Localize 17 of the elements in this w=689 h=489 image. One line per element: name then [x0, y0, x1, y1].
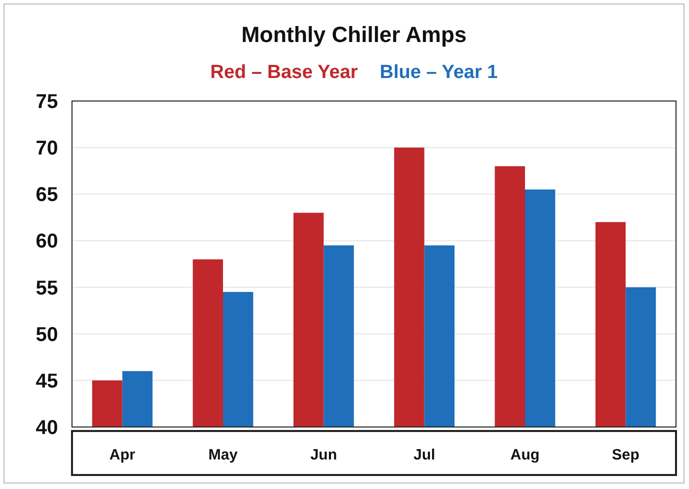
x-tick-label: May	[208, 446, 238, 464]
chart-title: Monthly Chiller Amps	[241, 22, 467, 47]
y-tick-label: 50	[36, 324, 58, 346]
text: Red – Base Year	[210, 62, 358, 83]
y-tick-label: 40	[36, 417, 58, 439]
y-tick-label: 60	[36, 230, 58, 253]
y-tick-label: 45	[36, 370, 58, 392]
x-tick-label: Apr	[109, 446, 136, 464]
y-tick-label: 70	[36, 138, 58, 160]
y-tick-label: 55	[36, 277, 58, 300]
y-tick-label: 75	[36, 91, 58, 113]
x-tick-label: Jun	[310, 446, 338, 464]
x-tick-label: Aug	[510, 446, 540, 464]
x-tick-label: Sep	[612, 446, 640, 464]
text: Blue – Year 1	[380, 62, 498, 83]
y-tick-label: 65	[36, 184, 58, 206]
x-tick-label: Jul	[413, 446, 436, 464]
